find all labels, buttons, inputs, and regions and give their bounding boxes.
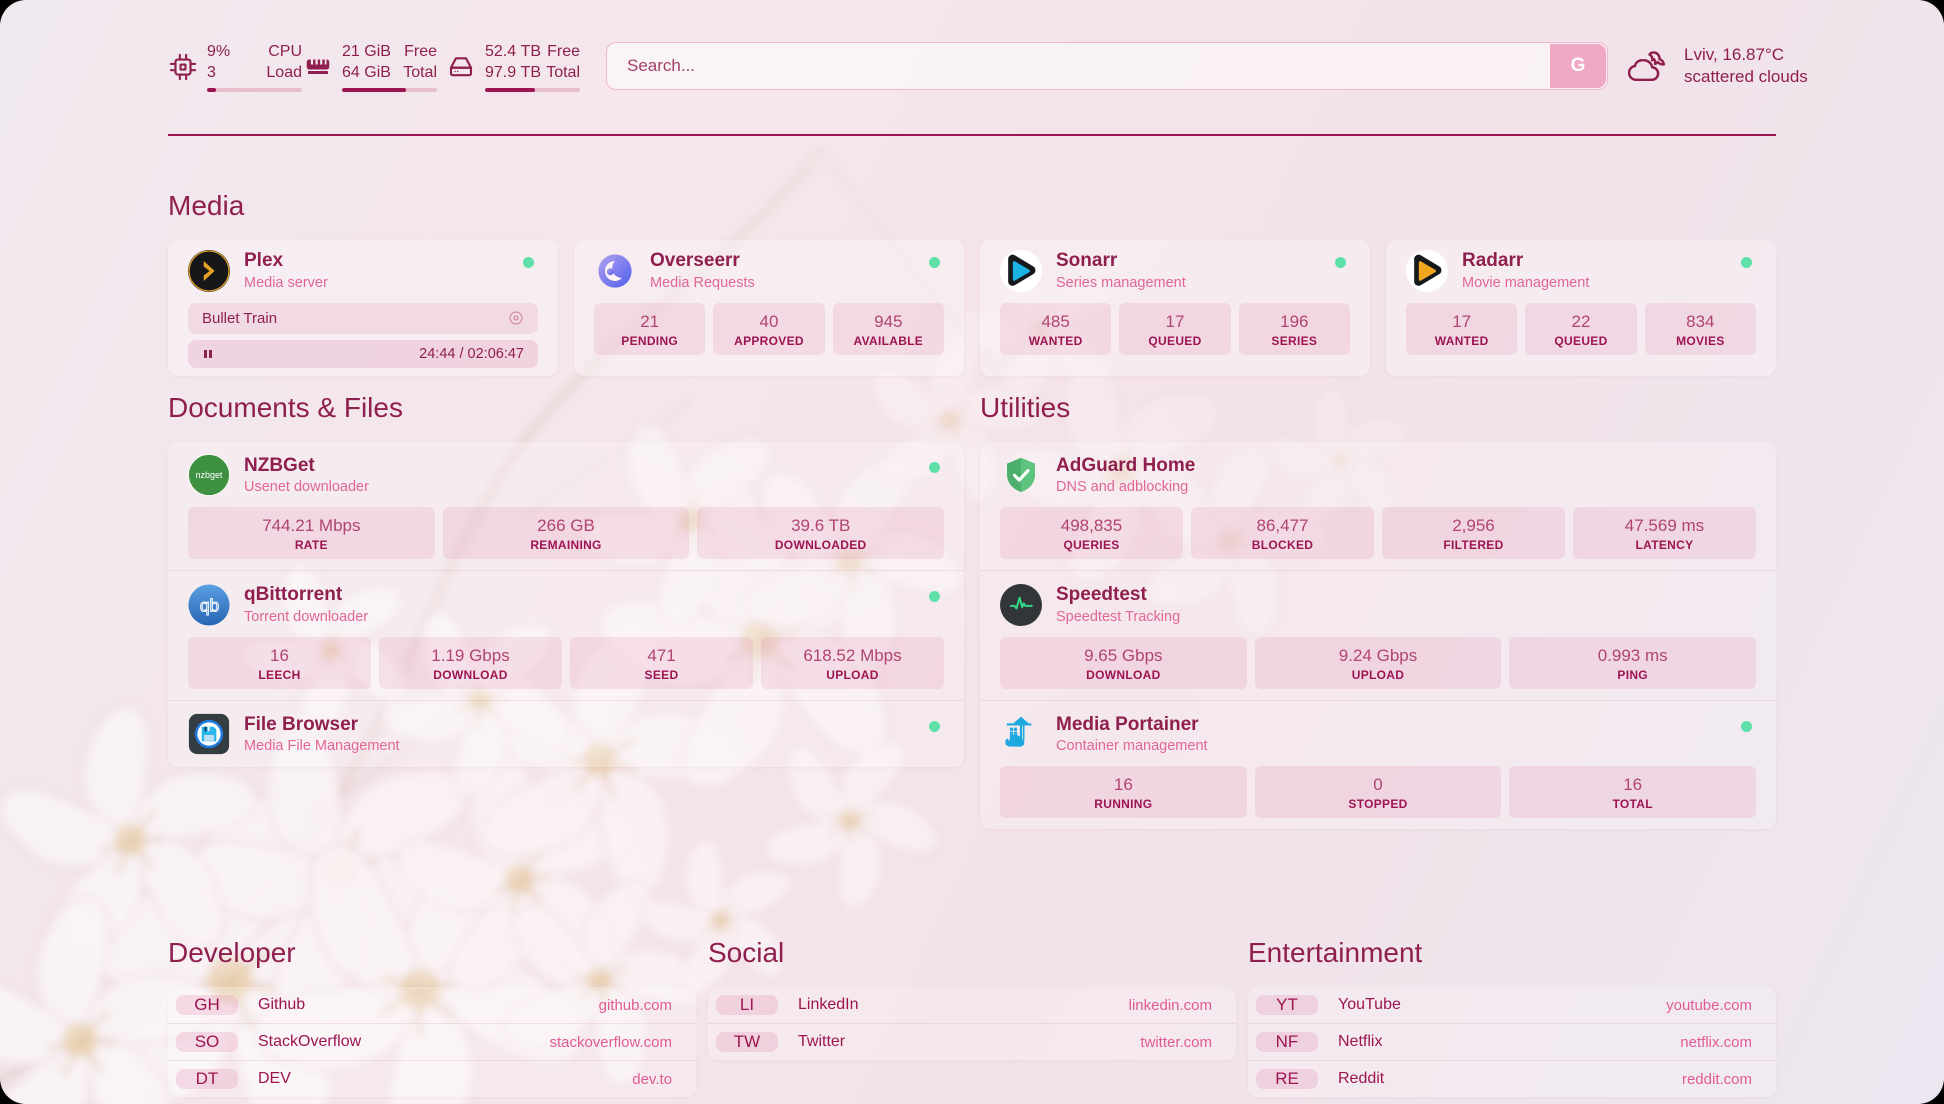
svg-text:nzbget: nzbget xyxy=(196,470,223,480)
svg-text:qb: qb xyxy=(200,595,219,615)
